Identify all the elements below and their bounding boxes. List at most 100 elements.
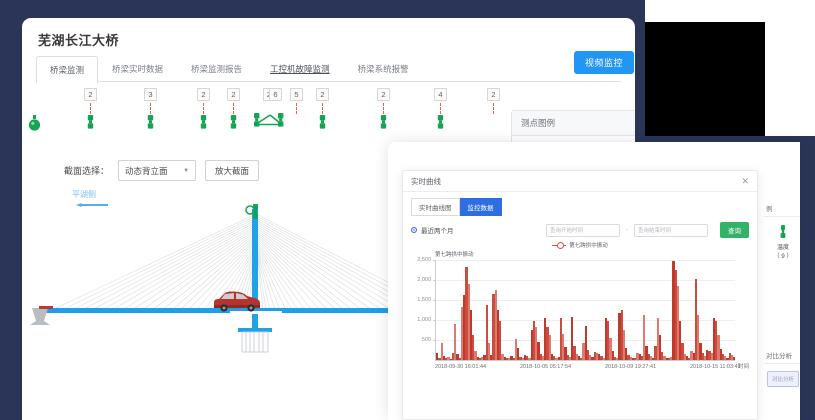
sensor-node-2[interactable]: 3 — [144, 88, 157, 135]
start-time-input[interactable]: 查询开始时间 — [546, 223, 620, 237]
close-icon[interactable]: ✕ — [741, 175, 749, 186]
bar — [692, 352, 695, 360]
section-select-row: 截面选择： 动态背立面 ▼ 放大截面 — [64, 160, 635, 181]
bar — [683, 353, 686, 360]
main-tabs: 桥梁监测 桥梁实时数据 桥梁监测报告 工控机故障监测 桥梁系统报警 — [36, 55, 621, 83]
bar — [649, 356, 652, 360]
x-tick-0: 2018-09-30 16:01:44 — [435, 364, 487, 370]
tab-1[interactable]: 桥梁实时数据 — [112, 64, 164, 74]
bar — [636, 352, 639, 360]
zoom-section-button[interactable]: 放大截面 — [205, 160, 260, 181]
dialog-tab-0[interactable]: 实时曲线图 — [411, 198, 460, 216]
sensor-dash — [90, 103, 91, 114]
bar — [631, 358, 634, 360]
bar — [715, 320, 718, 360]
gridline-3 — [436, 280, 735, 281]
sensor-node-7[interactable]: 5 — [290, 88, 303, 114]
sensor-node-11[interactable]: 2 — [487, 88, 500, 114]
bar — [514, 339, 517, 360]
sensor-green-bar-icon — [378, 115, 389, 135]
bar — [674, 270, 677, 360]
dialog-title: 实时曲线 — [411, 176, 441, 186]
bar — [663, 356, 666, 360]
chart-legend[interactable]: 第七跨拱中振动 — [403, 241, 757, 249]
bar — [582, 343, 585, 360]
tab-4[interactable]: 桥梁系统报警 — [357, 64, 409, 74]
bar — [618, 312, 621, 360]
bar — [447, 357, 450, 360]
right-side-panel: 例 温度 （ 9 ） 对比分析 对比分析 监测点列表 — [764, 200, 800, 420]
sensor-strip: 23222652242 — [22, 88, 635, 146]
bar — [629, 357, 632, 360]
x-tick-3: 2018-10-15 11:03:41 — [690, 364, 741, 370]
bar — [541, 356, 544, 360]
bar — [665, 357, 668, 360]
bar — [496, 309, 499, 360]
bar — [467, 284, 470, 360]
chart-x-axis: 2018-09-30 16:01:44 2018-10-05 05:17:54 20… — [429, 364, 751, 376]
sensor-node-4[interactable]: 2 — [227, 88, 240, 135]
sensor-node-10[interactable]: 4 — [434, 88, 447, 135]
temperature-sensor-item[interactable]: 温度 （ 9 ） — [764, 217, 800, 263]
bar — [647, 353, 650, 360]
bar — [573, 346, 576, 360]
bar — [530, 330, 533, 360]
bar — [463, 295, 466, 360]
bar — [616, 357, 619, 360]
query-button[interactable]: 查询 — [720, 222, 749, 238]
sensor-badge: 2 — [84, 88, 97, 101]
bar — [600, 356, 603, 360]
dialog-tab-1[interactable]: 监控数据 — [459, 198, 502, 216]
sensor-node-0[interactable] — [28, 88, 41, 137]
bar — [472, 335, 475, 360]
tower-sensor-icon — [245, 204, 258, 219]
bar — [712, 318, 715, 360]
video-monitor-button[interactable]: 视频监控 — [573, 51, 634, 74]
bar — [656, 317, 659, 360]
bar — [721, 354, 724, 360]
ytick-mark-1 — [433, 320, 436, 321]
gridline-1 — [436, 320, 735, 321]
tab-3[interactable]: 工控机故障监测 — [270, 64, 330, 74]
bar — [611, 351, 614, 360]
bar — [598, 354, 601, 360]
bar — [706, 349, 709, 360]
bar — [575, 353, 578, 360]
tab-2[interactable]: 桥梁监测报告 — [191, 64, 243, 74]
bar — [512, 358, 515, 360]
bar — [456, 354, 459, 360]
bar — [724, 356, 727, 360]
bar — [690, 351, 693, 360]
bar — [638, 354, 641, 360]
bar — [460, 307, 463, 360]
compare-analysis-button[interactable]: 对比分析 — [767, 371, 799, 387]
sensor-badge: 2 — [197, 88, 210, 101]
bar — [532, 320, 535, 360]
sensor-badge: 2 — [487, 88, 500, 101]
bar — [492, 293, 495, 360]
bar — [494, 289, 497, 360]
bar — [440, 343, 443, 360]
tab-0[interactable]: 桥梁监测 — [36, 56, 99, 83]
end-time-input[interactable]: 查询结束时间 — [634, 223, 708, 237]
sensor-node-1[interactable]: 2 — [84, 88, 97, 135]
bar — [553, 356, 556, 360]
bar — [517, 348, 520, 360]
compare-section-label: 对比分析 — [764, 347, 800, 364]
bridge-svg — [30, 204, 635, 353]
bar — [658, 335, 661, 360]
sensor-node-3[interactable]: 2 — [197, 88, 210, 135]
sensor-node-8[interactable]: 2 — [316, 88, 329, 135]
bar — [566, 355, 569, 360]
bridge-deck — [37, 308, 635, 313]
bar — [699, 343, 702, 360]
sensor-node-6[interactable]: 6 — [269, 88, 282, 101]
chevron-down-icon: ▼ — [183, 167, 190, 174]
sensor-badge: 5 — [290, 88, 303, 101]
recent-two-months-radio[interactable]: 最近两个月 — [411, 225, 454, 235]
bar — [521, 357, 524, 360]
y-tick-3: 2,000 — [417, 277, 431, 283]
section-select-dropdown[interactable]: 动态背立面 ▼ — [118, 160, 197, 181]
bar — [451, 352, 454, 360]
sensor-node-9[interactable]: 2 — [377, 88, 390, 135]
